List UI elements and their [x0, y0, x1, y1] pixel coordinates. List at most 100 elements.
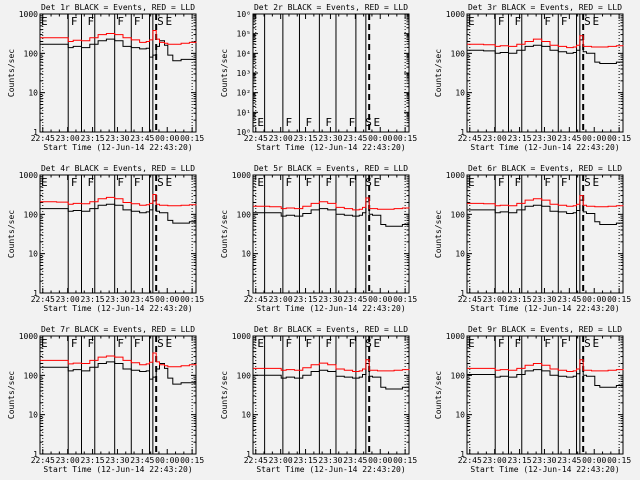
- y-axis-label: Counts/sec: [434, 49, 443, 97]
- x-tick-label: 00:15: [607, 456, 631, 465]
- x-tick-label: 23:30: [318, 456, 342, 465]
- detector-panel: Det 5r BLACK = Events, RED = LLD 1 10 100 10…: [220, 164, 417, 313]
- y-tick-label: 1000: [19, 332, 38, 341]
- flag-label: F: [87, 15, 94, 28]
- y-tick-label: 1000: [446, 332, 465, 341]
- flag-label: F: [117, 337, 124, 350]
- x-axis-label: Start Time (12-Jun-14 22:43:20): [256, 304, 405, 313]
- detector-panel: Det 1r BLACK = Events, RED = LLD 1 10 100 10…: [7, 3, 204, 152]
- flag-label: F: [71, 337, 78, 350]
- x-tick-label: 00:15: [607, 295, 631, 304]
- panel-title: Det 8r BLACK = Events, RED = LLD: [254, 325, 408, 334]
- events-series-line: [253, 363, 410, 390]
- plot-frame: [252, 174, 410, 294]
- plot-frame: [466, 13, 624, 133]
- y-axis-label: Counts/sec: [7, 371, 16, 419]
- flag-label: E: [373, 176, 380, 189]
- flag-label: S: [584, 176, 591, 189]
- x-tick-label: 00:00: [582, 456, 606, 465]
- panel-title: Det 2r BLACK = Events, RED = LLD: [254, 3, 408, 12]
- panel-title: Det 9r BLACK = Events, RED = LLD: [468, 325, 622, 334]
- events-series-line: [467, 363, 624, 388]
- x-tick-label: 22:45: [244, 295, 268, 304]
- flag-label: F: [286, 176, 293, 189]
- flag-label: S: [365, 116, 372, 129]
- y-tick-label: 1: [246, 289, 251, 298]
- x-tick-label: 23:15: [294, 456, 318, 465]
- flag-label: S: [365, 337, 372, 350]
- x-tick-label: 23:15: [508, 134, 532, 143]
- y-tick-label: 1: [460, 450, 465, 459]
- flag-label: E: [257, 176, 264, 189]
- events-series-line: [467, 39, 624, 64]
- plot-frame: [252, 335, 410, 455]
- x-tick-label: 23:00: [269, 134, 293, 143]
- flag-label: F: [134, 337, 141, 350]
- flag-label: F: [544, 15, 551, 28]
- x-tick-label: 23:30: [532, 134, 556, 143]
- x-tick-label: 22:45: [31, 134, 55, 143]
- x-tick-label: 23:00: [56, 295, 80, 304]
- flag-label: S: [157, 337, 164, 350]
- flag-label: F: [305, 116, 312, 129]
- x-tick-label: 23:45: [557, 295, 581, 304]
- detector-panel: Det 2r BLACK = Events, RED = LLD 10⁰ 10¹ 10…: [220, 3, 417, 152]
- x-tick-label: 00:00: [582, 134, 606, 143]
- detector-panel: Det 6r BLACK = Events, RED = LLD 1 10 100 10…: [434, 164, 631, 313]
- x-tick-label: 00:00: [155, 134, 179, 143]
- x-tick-label: 23:15: [294, 295, 318, 304]
- y-tick-label: 100: [24, 49, 39, 58]
- detector-panel: Det 3r BLACK = Events, RED = LLD 1 10 100 10…: [434, 3, 631, 152]
- lld-series-line: [40, 194, 197, 207]
- flag-label: F: [71, 176, 78, 189]
- x-tick-label: 00:15: [180, 456, 204, 465]
- panel-title: Det 4r BLACK = Events, RED = LLD: [41, 164, 195, 173]
- y-tick-label: 1: [33, 289, 38, 298]
- lld-series-line: [40, 352, 197, 368]
- y-axis-label: Counts/sec: [7, 49, 16, 97]
- flag-label: F: [286, 116, 293, 129]
- flag-label: F: [71, 15, 78, 28]
- x-tick-label: 22:45: [458, 134, 482, 143]
- lld-series-line: [467, 359, 624, 372]
- flag-label: F: [349, 337, 356, 350]
- flag-label: S: [365, 176, 372, 189]
- flag-label: E: [165, 15, 172, 28]
- x-tick-label: 23:00: [483, 295, 507, 304]
- panel-title: Det 1r BLACK = Events, RED = LLD: [41, 3, 195, 12]
- detector-panel: Det 4r BLACK = Events, RED = LLD 1 10 100 10…: [7, 164, 204, 313]
- x-tick-label: 22:45: [244, 134, 268, 143]
- lld-series-line: [253, 197, 410, 211]
- flag-label: E: [165, 176, 172, 189]
- events-series-line: [40, 38, 197, 62]
- x-tick-label: 23:45: [557, 134, 581, 143]
- x-axis-label: Start Time (12-Jun-14 22:43:20): [256, 143, 405, 152]
- flag-label: F: [498, 15, 505, 28]
- x-tick-label: 23:30: [532, 295, 556, 304]
- x-axis-label: Start Time (12-Jun-14 22:43:20): [43, 143, 192, 152]
- detector-panel: Det 8r BLACK = Events, RED = LLD 1 10 100 10…: [220, 325, 417, 474]
- x-tick-label: 00:00: [368, 295, 392, 304]
- panel-title: Det 7r BLACK = Events, RED = LLD: [41, 325, 195, 334]
- y-tick-label: 10⁶: [237, 10, 251, 19]
- flag-label: F: [325, 176, 332, 189]
- y-tick-label: 10: [28, 89, 38, 98]
- x-axis-label: Start Time (12-Jun-14 22:43:20): [470, 465, 619, 474]
- y-axis-label: Counts/sec: [220, 210, 229, 258]
- flag-label: S: [584, 15, 591, 28]
- events-series-line: [40, 200, 197, 224]
- y-tick-label: 10¹: [237, 108, 251, 117]
- plot-frame: [39, 174, 197, 294]
- flag-label: F: [134, 176, 141, 189]
- x-tick-label: 23:00: [483, 134, 507, 143]
- flag-label: S: [157, 176, 164, 189]
- x-tick-label: 23:30: [105, 456, 129, 465]
- x-tick-label: 23:45: [130, 456, 154, 465]
- y-tick-label: 1: [460, 128, 465, 137]
- flag-label: S: [584, 337, 591, 350]
- x-tick-label: 23:45: [343, 134, 367, 143]
- y-tick-label: 1000: [19, 10, 38, 19]
- y-tick-label: 1000: [232, 171, 251, 180]
- flag-label: F: [514, 176, 521, 189]
